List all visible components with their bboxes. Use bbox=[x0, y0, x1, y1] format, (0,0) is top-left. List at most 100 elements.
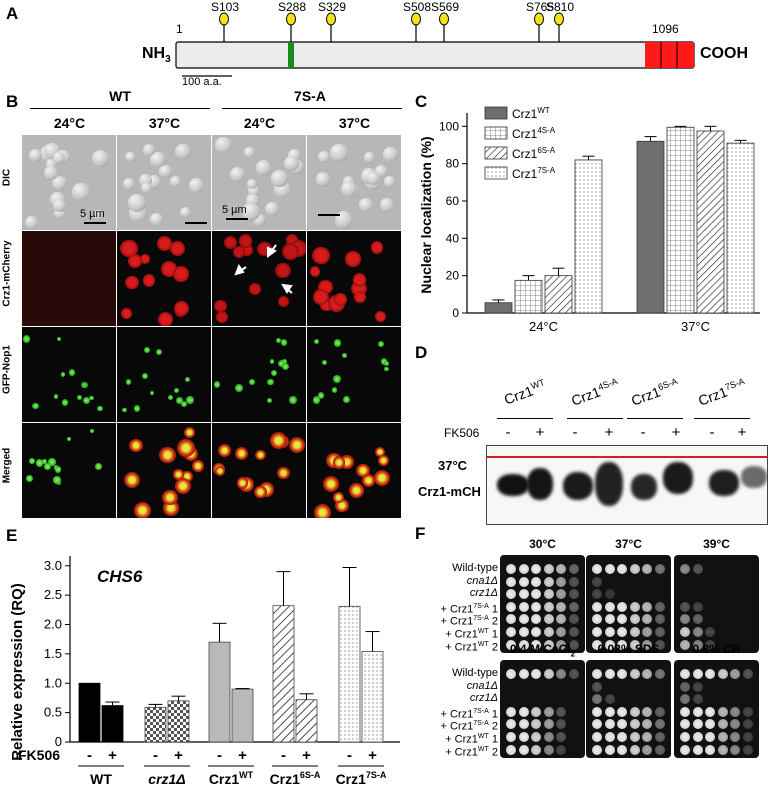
cell bbox=[173, 266, 189, 283]
n-terminus-label: NH3 bbox=[142, 45, 171, 66]
spot-condition-label: 0.8% CR bbox=[692, 642, 741, 656]
cell bbox=[248, 378, 255, 385]
yeast-spot bbox=[680, 719, 690, 730]
yeast-spot bbox=[742, 719, 753, 730]
yeast-spot bbox=[518, 719, 529, 730]
e-fk-sign: - bbox=[347, 747, 352, 764]
spot-strain-label: + Crz17S-A 2 bbox=[440, 615, 498, 629]
cell bbox=[283, 155, 300, 172]
yeast-spot bbox=[592, 669, 602, 679]
spot-strain-label: + Crz17S-A 1 bbox=[440, 602, 498, 616]
yeast-spot bbox=[568, 614, 579, 625]
scalebar-line bbox=[226, 218, 248, 220]
micro-image bbox=[307, 231, 401, 326]
cell bbox=[133, 404, 141, 412]
spot-strain-label: cna1Δ bbox=[466, 679, 498, 692]
micro-image bbox=[117, 423, 211, 518]
cell bbox=[160, 260, 177, 277]
cell bbox=[72, 183, 90, 201]
yeast-spot bbox=[592, 639, 602, 650]
cell bbox=[175, 143, 191, 159]
yeast-spot bbox=[556, 614, 566, 625]
c-bar bbox=[574, 159, 603, 314]
group-wt-header: WT bbox=[109, 88, 131, 104]
e-y-tick-label: 1.0 bbox=[44, 675, 62, 690]
yeast-spot bbox=[642, 627, 652, 637]
row-label-merged: Merged bbox=[1, 447, 13, 484]
panel-c-label: C bbox=[415, 92, 428, 111]
cell bbox=[143, 144, 155, 156]
western-blot bbox=[486, 445, 768, 525]
c-legend-label: Crz16S-A bbox=[512, 146, 556, 161]
yeast-spot bbox=[568, 601, 579, 612]
western-band bbox=[595, 462, 623, 506]
yeast-spot bbox=[592, 681, 602, 692]
site-pin-head bbox=[286, 12, 296, 26]
yeast-spot bbox=[556, 732, 566, 742]
site-label: S765 bbox=[525, 0, 555, 14]
spot-strain-label: + Crz1WT 2 bbox=[445, 745, 498, 759]
cell bbox=[144, 347, 150, 354]
nucleus-arrows bbox=[234, 244, 293, 294]
spot-plate bbox=[586, 660, 671, 758]
cell bbox=[43, 463, 52, 471]
e-group-label: WT bbox=[90, 771, 112, 787]
micro-image bbox=[22, 231, 116, 326]
yeast-spot bbox=[531, 744, 541, 755]
cell bbox=[333, 492, 344, 503]
c-x-tick-label: 37°C bbox=[681, 319, 710, 334]
cell bbox=[180, 206, 192, 218]
cell bbox=[379, 197, 394, 212]
e-bar bbox=[231, 688, 254, 743]
c-y-tick-label: 20 bbox=[446, 269, 460, 283]
panel-e-label: E bbox=[6, 526, 18, 545]
western-band bbox=[497, 474, 529, 496]
e-bar bbox=[101, 705, 124, 743]
e-y-tick-label: 2.0 bbox=[44, 617, 62, 632]
e-fk-sign: + bbox=[302, 747, 311, 764]
spot-plate bbox=[500, 555, 585, 653]
cell bbox=[246, 178, 257, 189]
temp-header: 24°C bbox=[53, 115, 86, 131]
cell bbox=[374, 469, 391, 486]
yeast-spot bbox=[543, 601, 554, 612]
cell bbox=[124, 275, 139, 290]
cell bbox=[378, 340, 385, 347]
yeast-spot bbox=[592, 627, 602, 637]
yeast-spot bbox=[654, 564, 665, 574]
cell bbox=[281, 358, 288, 365]
micro-image bbox=[22, 423, 116, 518]
cell bbox=[90, 428, 95, 433]
yeast-spot bbox=[604, 639, 615, 650]
scalebar-line bbox=[318, 214, 340, 216]
c-bar bbox=[696, 130, 725, 314]
yeast-spot bbox=[617, 564, 627, 574]
cell bbox=[278, 295, 289, 307]
cell bbox=[53, 152, 65, 164]
western-band bbox=[527, 468, 553, 500]
cell bbox=[363, 152, 376, 164]
e-y-tick-label: 1.5 bbox=[44, 646, 62, 661]
yeast-spot bbox=[617, 669, 627, 679]
yeast-spot bbox=[604, 601, 615, 612]
spot-strain-label: + Crz1WT 2 bbox=[445, 640, 498, 654]
cell bbox=[128, 194, 147, 213]
cell bbox=[244, 147, 255, 158]
cell bbox=[173, 387, 180, 394]
yeast-spot bbox=[604, 564, 615, 574]
yeast-spot bbox=[506, 576, 516, 587]
c-y-tick-label: 40 bbox=[446, 231, 460, 245]
yeast-spot bbox=[506, 589, 516, 600]
cell bbox=[254, 485, 267, 499]
scale-label: 100 a.a. bbox=[182, 76, 222, 88]
cell bbox=[89, 395, 94, 400]
yeast-spot bbox=[642, 639, 652, 650]
yeast-spot bbox=[543, 589, 554, 600]
yeast-spot bbox=[543, 576, 554, 587]
micro-image bbox=[212, 423, 306, 518]
spot-strain-label: crz1Δ bbox=[469, 692, 498, 705]
site-pin-head bbox=[554, 12, 564, 26]
yeast-spot bbox=[742, 706, 753, 717]
cell bbox=[334, 293, 348, 307]
site-label: S288 bbox=[277, 0, 307, 14]
